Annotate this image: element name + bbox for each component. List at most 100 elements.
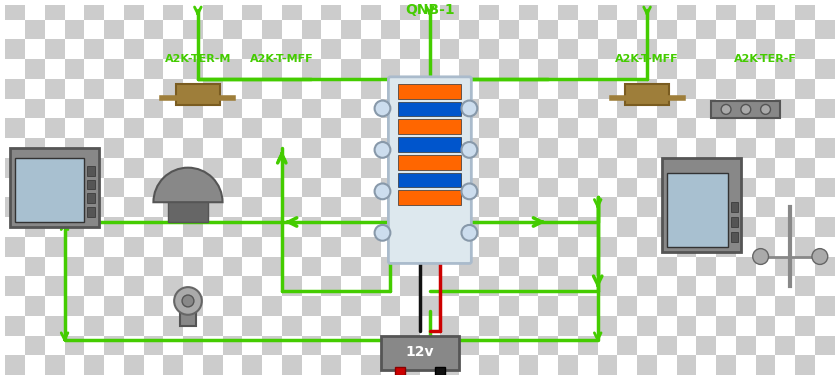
Bar	[360, 197, 381, 217]
Bar	[617, 20, 638, 39]
Bar	[84, 138, 104, 158]
Bar	[736, 197, 756, 217]
Bar	[677, 59, 696, 79]
Bar	[341, 79, 360, 99]
Bar	[617, 59, 638, 79]
Bar	[638, 99, 657, 118]
Bar	[578, 355, 598, 375]
Bar	[400, 336, 420, 355]
Bar	[281, 296, 302, 316]
Text: A2K-TER-M: A2K-TER-M	[165, 54, 231, 64]
Bar	[736, 0, 756, 20]
Bar	[223, 217, 242, 237]
Bar	[480, 177, 499, 197]
Bar	[45, 197, 65, 217]
Bar	[717, 355, 736, 375]
Bar	[598, 316, 617, 336]
Bar	[400, 79, 420, 99]
Bar	[202, 79, 223, 99]
Bar	[519, 217, 538, 237]
Bar	[677, 20, 696, 39]
Bar	[321, 177, 341, 197]
Bar	[25, 177, 45, 197]
Bar	[677, 237, 696, 256]
Bar	[84, 237, 104, 256]
Bar	[480, 217, 499, 237]
Bar	[321, 217, 341, 237]
Bar	[400, 177, 420, 197]
Bar	[321, 237, 341, 256]
Bar	[381, 336, 459, 370]
Bar	[360, 138, 381, 158]
Bar	[144, 138, 163, 158]
Bar	[360, 39, 381, 59]
Bar	[459, 138, 480, 158]
Bar	[638, 118, 657, 138]
Bar	[104, 276, 123, 296]
Bar	[144, 316, 163, 336]
Bar	[84, 355, 104, 375]
Bar	[775, 355, 795, 375]
Bar	[360, 296, 381, 316]
Bar	[696, 256, 717, 276]
Bar	[480, 59, 499, 79]
Bar	[756, 237, 775, 256]
Bar	[440, 177, 459, 197]
Bar	[657, 0, 677, 20]
Bar	[578, 336, 598, 355]
Bar	[144, 59, 163, 79]
Bar	[519, 336, 538, 355]
Bar	[657, 217, 677, 237]
Bar	[281, 316, 302, 336]
Bar	[302, 39, 321, 59]
Bar	[104, 316, 123, 336]
Bar	[578, 0, 598, 20]
Bar	[223, 177, 242, 197]
Bar	[281, 197, 302, 217]
Bar	[163, 39, 183, 59]
Bar	[45, 256, 65, 276]
Bar	[321, 59, 341, 79]
Bar	[341, 237, 360, 256]
Bar	[440, 355, 459, 375]
Bar	[163, 316, 183, 336]
Bar	[756, 158, 775, 177]
Bar	[5, 20, 25, 39]
Bar	[578, 177, 598, 197]
Bar	[223, 197, 242, 217]
Bar	[717, 59, 736, 79]
Bar	[559, 118, 578, 138]
Bar	[795, 39, 815, 59]
Bar	[420, 59, 440, 79]
Bar	[696, 99, 717, 118]
Bar	[795, 118, 815, 138]
Bar	[519, 276, 538, 296]
Bar	[559, 355, 578, 375]
Bar	[499, 355, 519, 375]
Bar	[123, 20, 144, 39]
Bar	[717, 316, 736, 336]
Bar	[420, 99, 440, 118]
Bar	[617, 316, 638, 336]
Bar	[696, 20, 717, 39]
Bar	[202, 256, 223, 276]
Bar	[420, 355, 440, 375]
Bar	[775, 336, 795, 355]
Circle shape	[461, 225, 477, 241]
Bar	[381, 39, 400, 59]
Bar	[440, 237, 459, 256]
Bar	[223, 237, 242, 256]
Bar	[795, 20, 815, 39]
Bar	[144, 79, 163, 99]
Bar	[677, 118, 696, 138]
Bar	[242, 237, 262, 256]
Bar	[223, 138, 242, 158]
Bar	[459, 336, 480, 355]
Bar	[123, 336, 144, 355]
Bar	[795, 158, 815, 177]
Bar	[677, 217, 696, 237]
Bar	[223, 0, 242, 20]
Bar	[360, 99, 381, 118]
Bar	[617, 256, 638, 276]
Bar	[420, 39, 440, 59]
